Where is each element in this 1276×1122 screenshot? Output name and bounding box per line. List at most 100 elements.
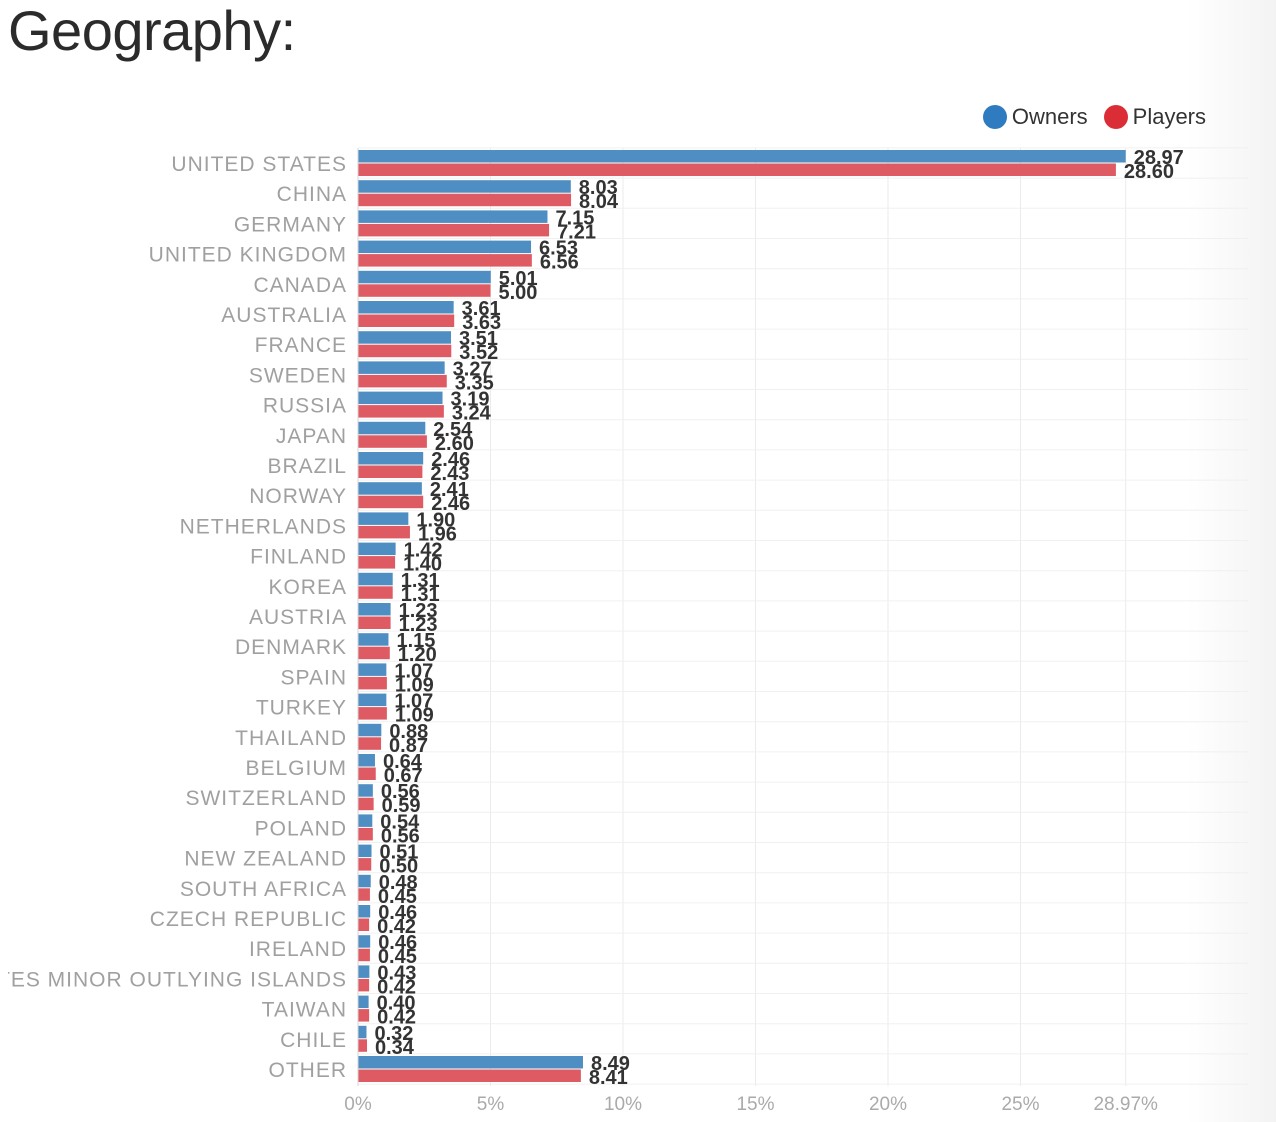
data-label-players: 5.00	[499, 282, 538, 304]
category-label: THAILAND	[235, 727, 347, 750]
x-tick-label: 25%	[1001, 1094, 1039, 1115]
x-tick-label: 15%	[736, 1094, 774, 1115]
data-label-players: 28.60	[1124, 161, 1174, 183]
data-label-owners: 1.42	[404, 540, 443, 562]
data-label-players: 1.23	[399, 614, 438, 636]
data-label-owners: 8.49	[591, 1053, 630, 1075]
category-label: JAPAN	[276, 425, 347, 448]
bar-players	[358, 616, 391, 629]
legend-swatch-owners	[982, 105, 1007, 129]
bar-owners	[358, 391, 443, 405]
bar-owners	[358, 512, 409, 525]
category-label: CANADA	[253, 274, 347, 297]
category-label: BELGIUM	[245, 757, 347, 780]
data-label-players: 0.42	[377, 976, 416, 998]
data-label-owners: 1.23	[399, 600, 438, 622]
data-label-players: 1.09	[395, 705, 434, 727]
bar-owners	[358, 361, 445, 374]
data-label-players: 0.45	[378, 946, 417, 968]
page-title: Geography:	[8, 0, 296, 62]
bar-owners	[358, 723, 382, 737]
data-label-owners: 1.07	[394, 691, 433, 713]
data-label-players: 8.04	[579, 191, 619, 213]
category-label: SWEDEN	[249, 364, 347, 387]
bar-players	[358, 948, 370, 962]
category-label: UNITED STATES MINOR OUTLYING ISLANDS	[0, 968, 347, 991]
data-label-owners: 1.07	[394, 660, 433, 682]
bar-players	[358, 827, 373, 841]
bar-players	[358, 374, 447, 388]
bar-players	[358, 495, 424, 509]
category-label: SOUTH AFRICA	[180, 878, 347, 901]
category-label: NORWAY	[249, 485, 347, 508]
category-label: IRELAND	[249, 938, 347, 961]
bar-owners	[358, 814, 373, 827]
category-label: UNITED KINGDOM	[149, 244, 347, 267]
category-label: TAIWAN	[262, 999, 347, 1022]
data-label-owners: 5.01	[499, 268, 538, 290]
bar-owners	[358, 542, 396, 556]
data-label-owners: 0.54	[380, 811, 420, 833]
category-label: CZECH REPUBLIC	[150, 908, 347, 931]
data-label-owners: 0.40	[377, 993, 416, 1015]
bar-players	[358, 918, 370, 931]
category-label: UNITED STATES	[171, 153, 347, 176]
bar-owners	[358, 452, 424, 465]
category-label: AUSTRIA	[249, 606, 347, 629]
x-tick-label: 28.97%	[1093, 1094, 1158, 1115]
data-label-players: 0.34	[375, 1037, 415, 1059]
bar-players	[358, 1039, 368, 1052]
category-label: POLAND	[255, 817, 347, 840]
data-label-owners: 2.41	[430, 479, 469, 501]
data-label-owners: 0.46	[378, 932, 417, 954]
data-label-players: 1.20	[398, 644, 437, 666]
data-label-owners: 0.32	[374, 1023, 413, 1045]
data-label-owners: 3.51	[459, 328, 498, 350]
data-label-owners: 8.03	[579, 177, 618, 199]
bar-owners	[358, 210, 548, 223]
bar-owners	[358, 1056, 583, 1069]
data-label-players: 1.31	[401, 584, 440, 606]
data-label-players: 3.63	[462, 312, 501, 334]
x-tick-label: 5%	[477, 1094, 505, 1115]
bar-players	[358, 163, 1116, 176]
legend-item-owners[interactable]: Owners	[982, 104, 1088, 130]
bar-owners	[358, 693, 387, 707]
bar-players	[358, 435, 427, 448]
bar-owners	[358, 240, 532, 254]
bar-owners	[358, 603, 391, 616]
bar-players	[358, 314, 455, 327]
data-label-players: 2.60	[435, 433, 474, 455]
category-label: TURKEY	[256, 697, 347, 720]
data-label-owners: 1.90	[416, 509, 455, 531]
legend-label-owners: Owners	[1011, 104, 1088, 129]
bar-players	[358, 737, 382, 750]
data-label-players: 3.52	[459, 342, 498, 364]
bar-owners	[358, 844, 372, 858]
data-label-owners: 0.88	[389, 721, 428, 743]
bar-players	[358, 797, 374, 811]
data-label-owners: 0.64	[383, 751, 423, 773]
bar-players	[358, 193, 572, 207]
bar-owners	[358, 572, 393, 586]
legend-item-players[interactable]: Players	[1103, 104, 1206, 130]
bar-owners	[358, 1025, 367, 1039]
data-label-owners: 3.27	[453, 358, 492, 380]
data-label-owners: 0.51	[380, 842, 419, 864]
data-label-owners: 0.48	[379, 872, 418, 894]
bar-owners	[358, 301, 454, 314]
data-label-players: 0.42	[377, 1007, 416, 1029]
bar-owners	[358, 482, 422, 495]
bar-players	[358, 707, 387, 720]
category-label: KOREA	[268, 576, 347, 599]
category-label: DENMARK	[235, 636, 347, 659]
data-label-players: 8.41	[589, 1067, 628, 1089]
bar-owners	[358, 754, 375, 767]
bar-players	[358, 978, 370, 992]
category-label: CHILE	[280, 1029, 347, 1052]
data-label-players: 0.59	[382, 795, 421, 817]
legend-swatch-players	[1103, 105, 1128, 129]
bar-players	[358, 465, 423, 478]
